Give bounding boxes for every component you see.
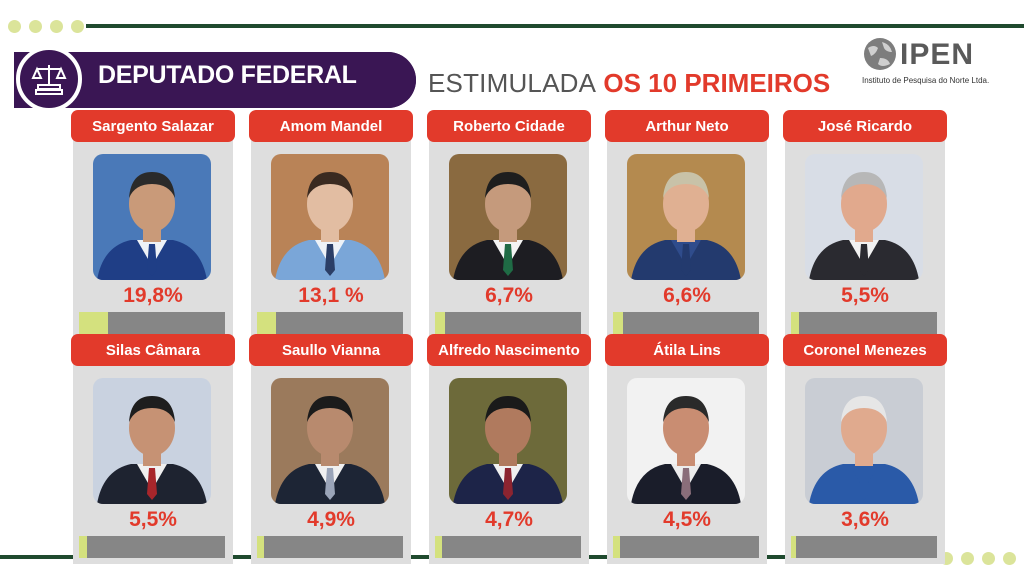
candidate-portrait	[805, 378, 923, 504]
dot	[982, 552, 995, 565]
candidate-photo	[805, 378, 923, 504]
dot	[1003, 552, 1016, 565]
candidate-name: José Ricardo	[783, 110, 947, 142]
bar-track	[613, 536, 759, 558]
bar	[257, 312, 277, 334]
bar-track	[257, 536, 403, 558]
candidate-card: Alfredo Nascimento 4,7%	[427, 334, 591, 564]
bar-track	[791, 536, 937, 558]
dot	[50, 20, 63, 33]
candidate-name: Arthur Neto	[605, 110, 769, 142]
candidate-card: Silas Câmara 5,5%	[71, 334, 235, 564]
scales-of-justice-icon	[16, 46, 82, 112]
candidate-portrait	[271, 378, 389, 504]
bar	[257, 536, 265, 558]
top-left-dots	[8, 20, 84, 33]
data-label: 6,7%	[485, 284, 533, 307]
bar-track	[435, 536, 581, 558]
subtitle: ESTIMULADA OS 10 PRIMEIROS	[428, 68, 830, 99]
data-label: 6,6%	[663, 284, 711, 307]
candidate-card: José Ricardo 5,5%	[783, 110, 947, 340]
data-label: 5,5%	[841, 284, 889, 307]
data-label: 19,8%	[123, 284, 183, 307]
candidate-photo	[449, 154, 567, 280]
candidate-photo	[93, 154, 211, 280]
subtitle-bold: OS 10 PRIMEIROS	[603, 68, 831, 98]
bar-track	[613, 312, 759, 334]
bar	[79, 312, 108, 334]
candidate-card: Arthur Neto 6,6%	[605, 110, 769, 340]
logo-tagline: Instituto de Pesquisa do Norte Ltda.	[862, 76, 990, 85]
candidate-photo	[271, 154, 389, 280]
bar-track	[79, 536, 225, 558]
candidate-name: Coronel Menezes	[783, 334, 947, 366]
candidate-portrait	[627, 378, 745, 504]
data-label: 5,5%	[129, 508, 177, 531]
bar-track	[79, 312, 225, 334]
bottom-right-dots	[940, 552, 1016, 565]
candidate-portrait	[93, 154, 211, 280]
bar	[613, 536, 620, 558]
data-label: 4,7%	[485, 508, 533, 531]
candidate-photo	[93, 378, 211, 504]
dot	[961, 552, 974, 565]
bar	[79, 536, 88, 558]
dot	[8, 20, 21, 33]
subtitle-plain: ESTIMULADA	[428, 68, 597, 98]
candidate-portrait	[449, 154, 567, 280]
data-label: 4,9%	[307, 508, 355, 531]
candidate-photo	[805, 154, 923, 280]
dot	[71, 20, 84, 33]
bar	[791, 536, 797, 558]
candidate-portrait	[449, 378, 567, 504]
bar-track	[791, 312, 937, 334]
candidate-name: Silas Câmara	[71, 334, 235, 366]
candidate-photo	[627, 378, 745, 504]
bar	[435, 536, 442, 558]
bar	[435, 312, 445, 334]
data-label: 4,5%	[663, 508, 711, 531]
candidate-name: Amom Mandel	[249, 110, 413, 142]
top-divider-line	[86, 24, 1024, 28]
data-label: 3,6%	[841, 508, 889, 531]
candidate-name: Saullo Vianna	[249, 334, 413, 366]
globe-icon	[864, 38, 896, 70]
bar	[613, 312, 623, 334]
candidate-photo	[627, 154, 745, 280]
ipen-logo: IPEN Instituto de Pesquisa do Norte Ltda…	[860, 36, 1000, 90]
candidate-portrait	[627, 154, 745, 280]
candidate-name: Roberto Cidade	[427, 110, 591, 142]
candidate-portrait	[805, 154, 923, 280]
candidate-name: Alfredo Nascimento	[427, 334, 591, 366]
candidate-card: Átila Lins 4,5%	[605, 334, 769, 564]
title-banner-fill	[90, 52, 416, 108]
candidate-card: Roberto Cidade 6,7%	[427, 110, 591, 340]
candidate-card: Coronel Menezes 3,6%	[783, 334, 947, 564]
bar-track	[257, 312, 403, 334]
candidate-card: Saullo Vianna 4,9%	[249, 334, 413, 564]
logo-name: IPEN	[900, 38, 975, 71]
candidate-photo	[271, 378, 389, 504]
candidate-portrait	[271, 154, 389, 280]
page-title: DEPUTADO FEDERAL	[98, 61, 357, 89]
candidate-photo	[449, 378, 567, 504]
candidate-name: Átila Lins	[605, 334, 769, 366]
candidate-card: Sargento Salazar 19,8%	[71, 110, 235, 340]
dot	[29, 20, 42, 33]
candidate-card: Amom Mandel 13,1 %	[249, 110, 413, 340]
bar	[791, 312, 800, 334]
candidate-portrait	[93, 378, 211, 504]
data-label: 13,1 %	[298, 284, 364, 307]
candidate-name: Sargento Salazar	[71, 110, 235, 142]
bar-track	[435, 312, 581, 334]
